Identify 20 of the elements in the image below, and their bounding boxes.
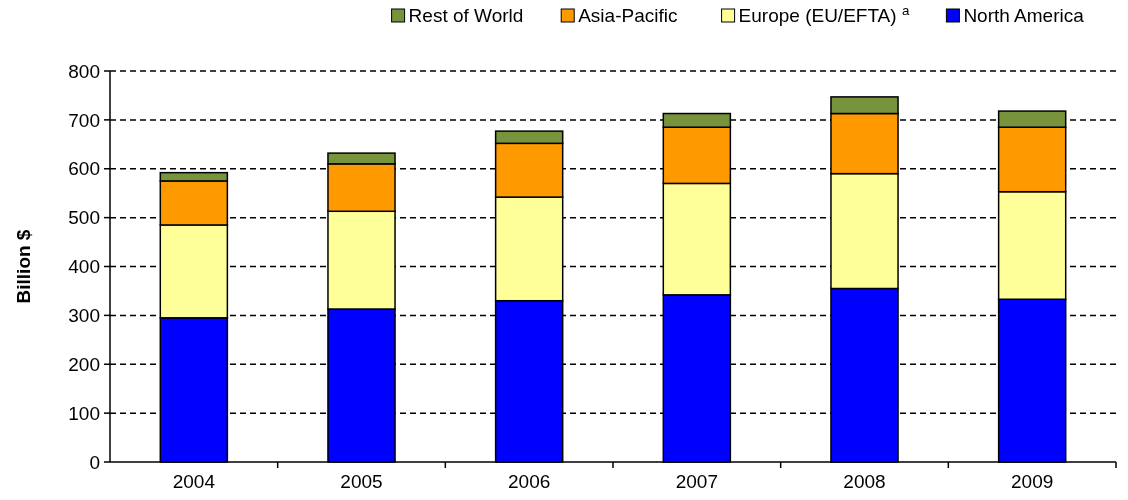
legend-label: North America [963, 5, 1085, 26]
y-tick-label: 500 [68, 207, 100, 229]
legend-label: Asia-Pacific [578, 5, 678, 26]
x-tick-label: 2008 [843, 471, 886, 492]
y-tick-label: 0 [89, 451, 100, 473]
x-tick-label: 2007 [675, 471, 718, 492]
y-tick-label: 300 [68, 305, 100, 327]
x-tick-label: 2006 [508, 471, 551, 492]
legend-label: Europe (EU/EFTA) $^{a}$ [738, 2, 910, 26]
y-tick-label: 800 [68, 60, 100, 82]
x-tick-label: 2005 [340, 471, 383, 492]
y-tick-label: 400 [68, 256, 100, 278]
y-tick-label: 700 [68, 109, 100, 131]
legend-label: Rest of World [408, 5, 524, 26]
y-tick-label: 600 [68, 158, 100, 180]
x-tick-label: 2004 [172, 471, 216, 492]
y-axis-title: Billion $ [13, 229, 34, 304]
y-tick-label: 100 [68, 402, 100, 424]
x-tick-label: 2009 [1011, 471, 1054, 492]
y-tick-label: 200 [68, 353, 100, 375]
